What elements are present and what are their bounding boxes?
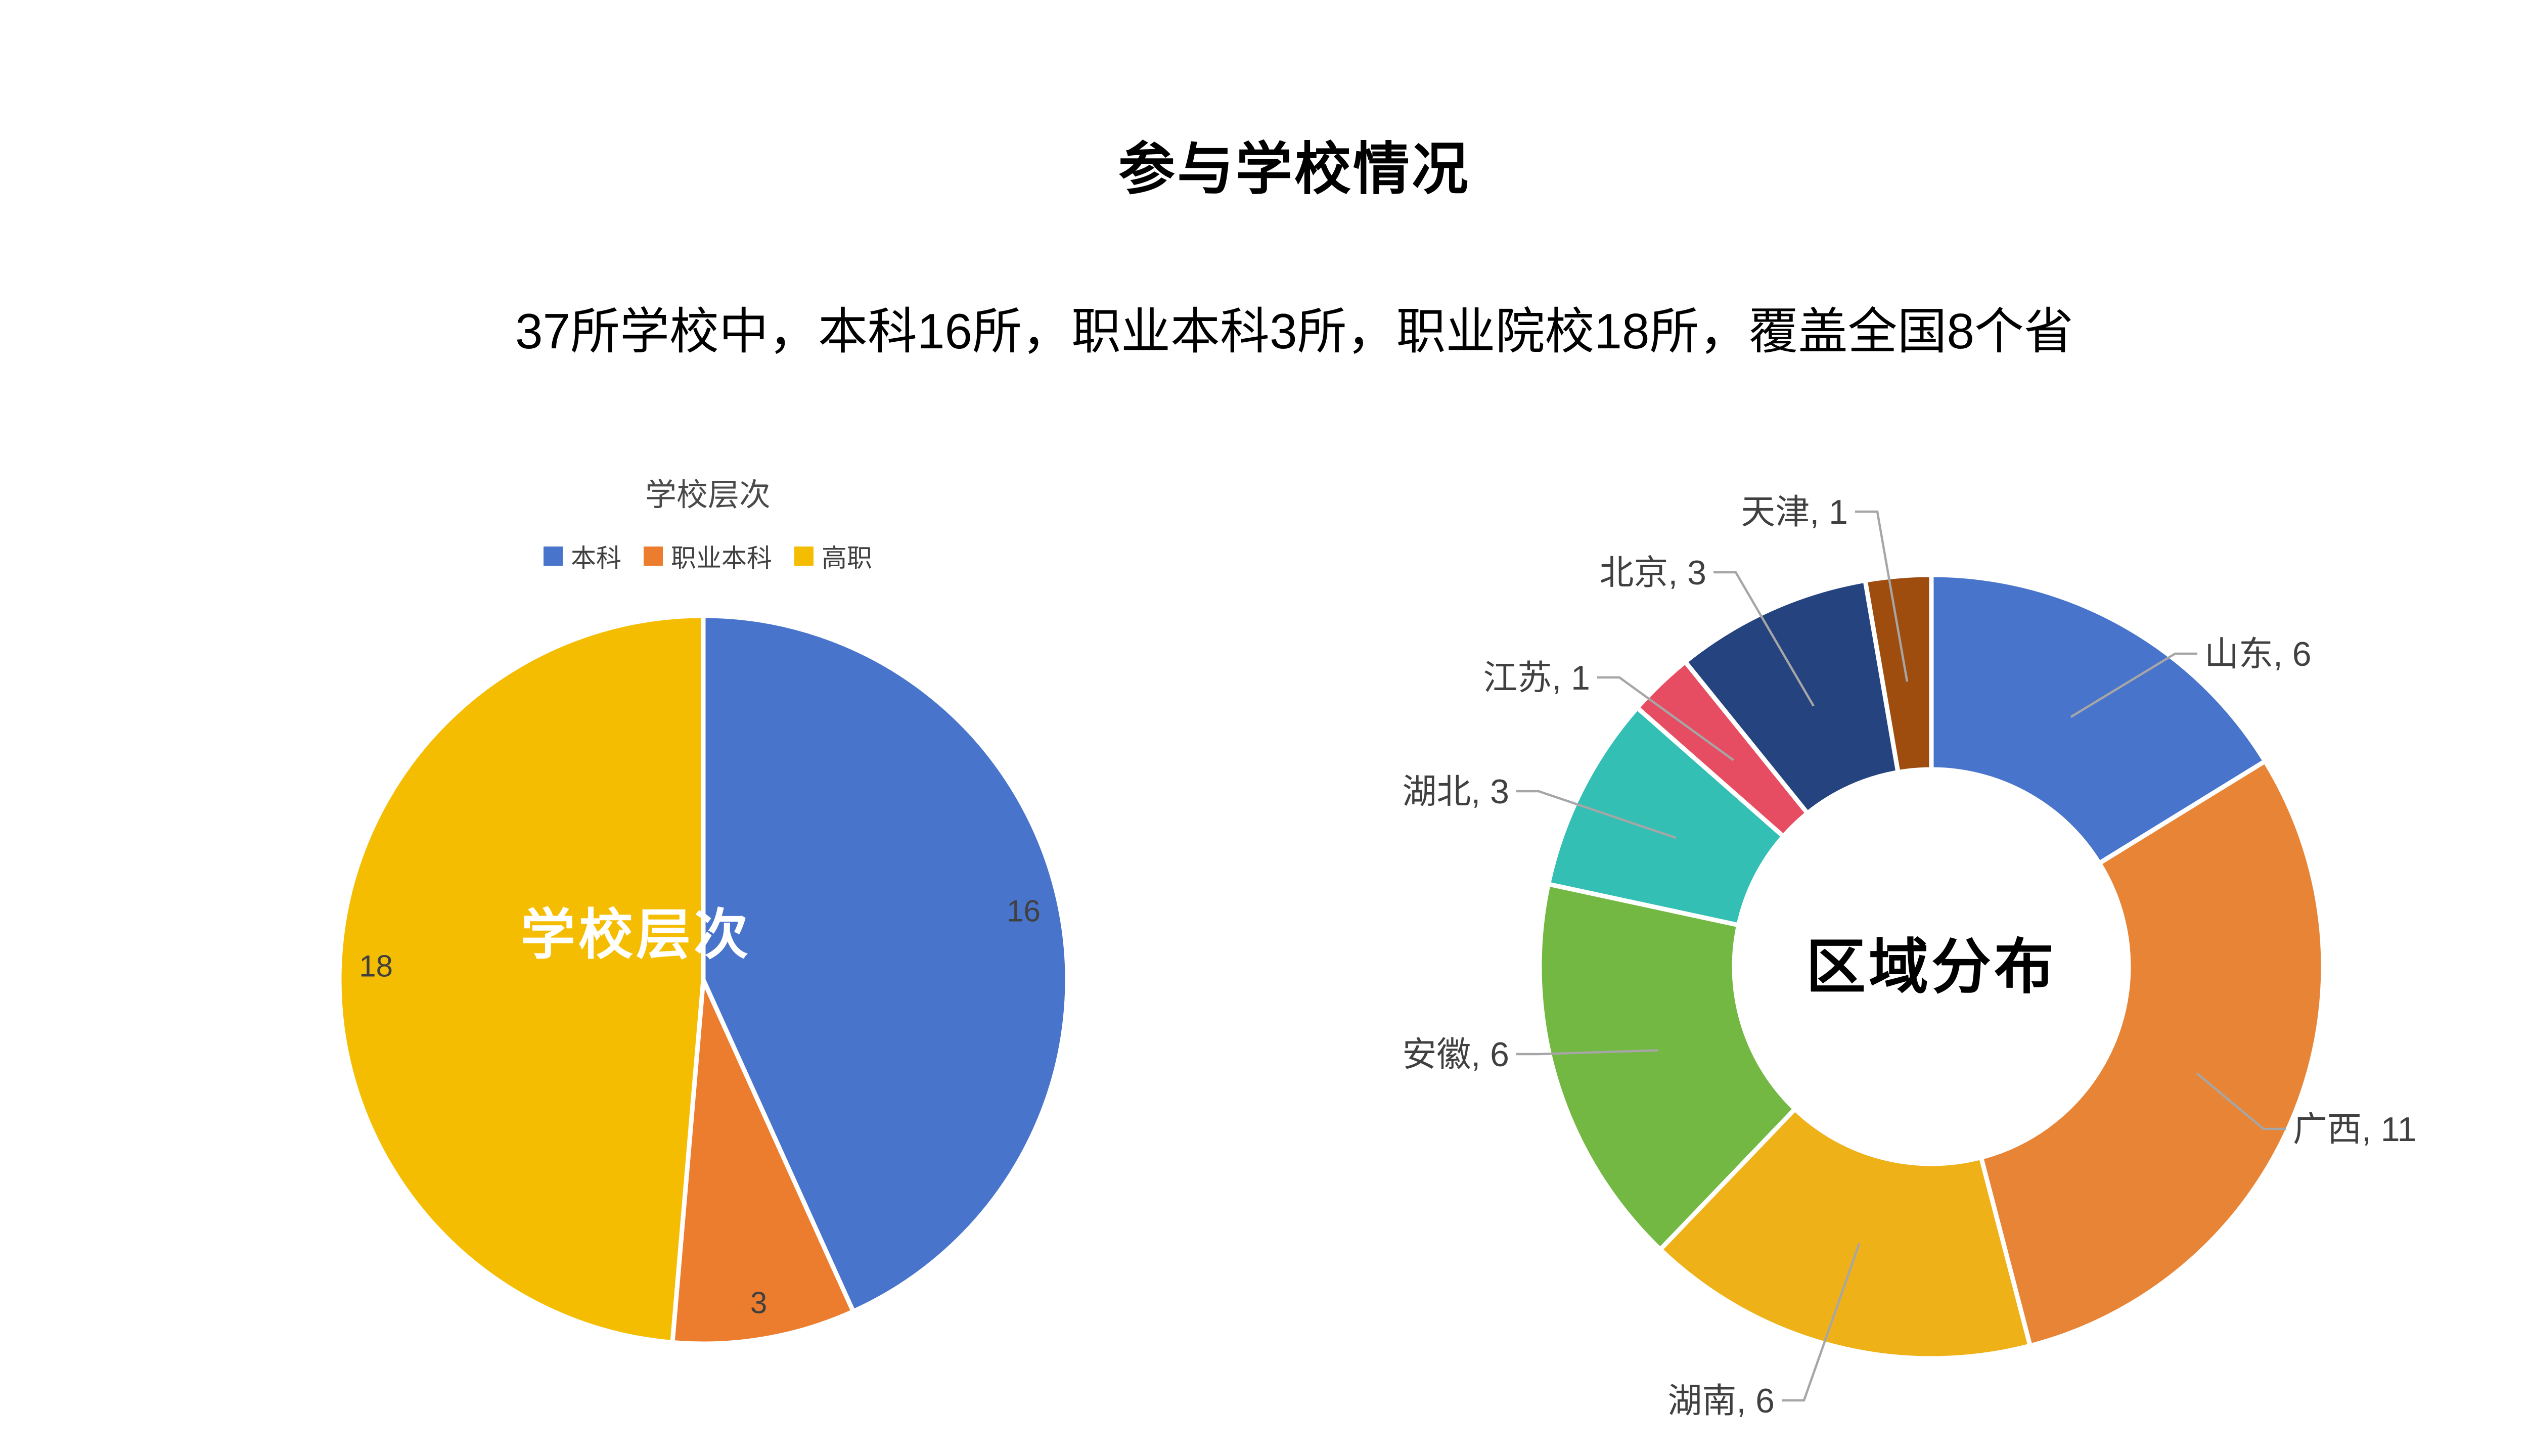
leader-line-广西 [2196,1072,2286,1130]
pie-slice-职业本科 [670,977,856,1346]
donut-slice-安徽 [1537,882,1797,1252]
legend-swatch-高职 [794,547,814,566]
legend-item-高职: 高职 [794,538,872,574]
legend-item-本科: 本科 [544,538,621,574]
legend-label-高职: 高职 [822,544,872,572]
donut-slice-山东 [1929,572,2268,866]
donut-label-湖南: 湖南, 6 [1667,1382,1775,1420]
legend-item-职业本科: 职业本科 [644,538,772,574]
legend-swatch-本科 [544,547,563,566]
donut-slice-天津 [1863,572,1934,775]
leader-line-安徽 [1516,1049,1658,1056]
pie-value-label-本科: 16 [1007,894,1041,928]
legend-swatch-职业本科 [644,547,663,566]
leader-line-山东 [2070,652,2197,718]
legend-label-本科: 本科 [571,544,621,572]
leader-line-北京 [1713,571,1815,707]
region-distribution-donut-chart: 山东, 6 广西, 11 湖南, 6 安徽, 6 湖北, 3 江苏, 1 北京, 3 天津, … [1402,493,2416,1420]
donut-label-天津: 天津, 1 [1741,493,1848,531]
pie-slice-高职 [337,613,706,1345]
legend-label-职业本科: 职业本科 [671,544,772,572]
donut-slice-广西 [1978,759,2326,1348]
school-level-legend: 本科 职业本科 高职 [278,538,1138,574]
donut-label-湖北: 湖北, 3 [1402,772,1509,811]
leader-line-江苏 [1597,676,1734,761]
pie-slice-本科 [701,613,1070,1314]
school-level-pie-chart: 16 3 18 学校层次 [337,613,1070,1346]
pie-value-label-高职: 18 [359,949,393,983]
donut-slice-湖南 [1658,1107,2033,1361]
donut-label-北京: 北京, 3 [1599,554,1706,592]
pie-center-label: 学校层次 [521,904,751,965]
school-level-chart-title: 学校层次 [645,478,771,513]
donut-label-江苏: 江苏, 1 [1483,659,1590,697]
page-title: 参与学校情况 [1118,138,1470,201]
leader-line-天津 [1855,510,1909,682]
donut-slice-北京 [1683,578,1901,816]
pie-value-label-职业本科: 3 [750,1286,767,1320]
donut-label-广西: 广西, 11 [2293,1110,2416,1149]
donut-center-label: 区域分布 [1806,934,2057,1000]
leader-line-湖南 [1782,1243,1861,1402]
page-subtitle: 37所学校中，本科16所，职业本科3所，职业院校18所，覆盖全国8个省 [515,303,2074,359]
donut-label-山东: 山东, 6 [2204,635,2312,673]
leader-line-湖北 [1516,790,1677,839]
donut-label-安徽: 安徽, 6 [1402,1035,1509,1074]
donut-slice-湖北 [1546,705,1786,928]
